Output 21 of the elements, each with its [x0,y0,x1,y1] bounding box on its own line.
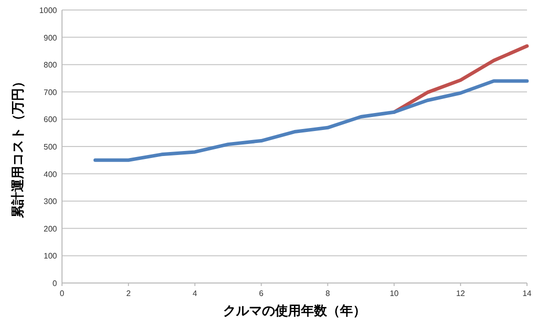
y-tick-label: 800 [44,60,58,70]
y-tick-label: 0 [52,279,58,288]
x-tick-label: 2 [126,289,132,298]
x-tick-label: 12 [456,289,466,298]
y-tick-label: 600 [44,115,58,124]
x-tick-label: 0 [60,289,65,298]
y-tick-label: 700 [44,88,58,97]
y-tick-label: 500 [44,142,58,152]
x-tick-label: 10 [390,289,400,298]
x-tick-label: 14 [522,289,532,298]
y-tick-label: 400 [44,170,58,179]
y-tick-label: 900 [44,33,58,42]
x-tick-label: 8 [325,289,330,298]
x-axis-title: クルマの使用年数（年） [223,303,366,318]
y-tick-label: 1000 [39,6,58,15]
y-tick-label: 200 [44,224,58,234]
y-tick-label: 100 [44,252,58,261]
x-tick-label: 6 [259,289,264,298]
x-tick-label: 4 [192,289,198,298]
y-tick-label: 300 [44,197,58,206]
y-axis-title: 累計運用コスト（万円） [10,75,25,219]
